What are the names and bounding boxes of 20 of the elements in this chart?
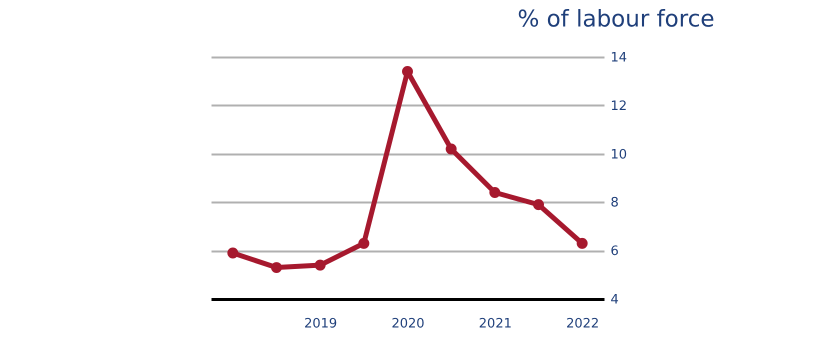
y-tick-label: 4 — [610, 292, 619, 308]
point — [576, 238, 588, 249]
y-tick-label: 6 — [610, 244, 619, 260]
point — [271, 262, 282, 274]
point — [533, 199, 544, 210]
point — [314, 260, 326, 271]
x-tick-label: 2021 — [478, 316, 512, 332]
point — [446, 143, 457, 154]
y-tick-label: 12 — [610, 98, 628, 114]
point — [227, 248, 238, 258]
x-tick-label: 2019 — [304, 316, 338, 332]
point — [358, 238, 370, 249]
y-axis-title: % of labour force — [517, 6, 714, 32]
y-tick-label: 14 — [610, 50, 628, 66]
point — [489, 187, 500, 198]
y-tick-label: 8 — [610, 196, 619, 211]
x-tick-label: 2022 — [566, 316, 600, 332]
point — [402, 66, 413, 77]
y-tick-label: 10 — [610, 147, 628, 162]
x-tick-label: 2020 — [391, 316, 425, 332]
